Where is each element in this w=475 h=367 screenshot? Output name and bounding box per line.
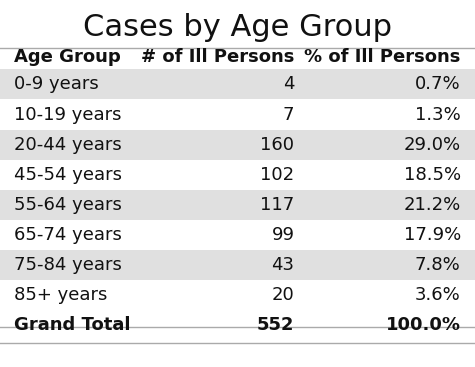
Text: 20-44 years: 20-44 years [14, 135, 122, 154]
Text: 99: 99 [272, 226, 294, 244]
Text: 7.8%: 7.8% [415, 256, 461, 274]
Text: 3.6%: 3.6% [415, 286, 461, 304]
Text: 21.2%: 21.2% [403, 196, 461, 214]
Text: 0-9 years: 0-9 years [14, 75, 99, 94]
Text: 1.3%: 1.3% [415, 105, 461, 124]
Text: 20: 20 [272, 286, 294, 304]
FancyBboxPatch shape [0, 69, 475, 99]
Text: 160: 160 [260, 135, 294, 154]
Text: 117: 117 [260, 196, 294, 214]
Text: Age Group: Age Group [14, 48, 121, 66]
Text: 43: 43 [272, 256, 294, 274]
Text: 7: 7 [283, 105, 294, 124]
FancyBboxPatch shape [0, 190, 475, 220]
Text: % of Ill Persons: % of Ill Persons [304, 48, 461, 66]
Text: 45-54 years: 45-54 years [14, 166, 122, 184]
Text: 100.0%: 100.0% [386, 316, 461, 334]
Text: 18.5%: 18.5% [404, 166, 461, 184]
Text: # of Ill Persons: # of Ill Persons [141, 48, 294, 66]
Text: 85+ years: 85+ years [14, 286, 108, 304]
FancyBboxPatch shape [0, 130, 475, 160]
FancyBboxPatch shape [0, 250, 475, 280]
Text: 75-84 years: 75-84 years [14, 256, 122, 274]
Text: Grand Total: Grand Total [14, 316, 131, 334]
Text: 552: 552 [257, 316, 294, 334]
Text: 29.0%: 29.0% [404, 135, 461, 154]
Text: 4: 4 [283, 75, 294, 94]
Text: 17.9%: 17.9% [403, 226, 461, 244]
Text: 65-74 years: 65-74 years [14, 226, 122, 244]
Text: 0.7%: 0.7% [415, 75, 461, 94]
Text: 55-64 years: 55-64 years [14, 196, 122, 214]
Text: 10-19 years: 10-19 years [14, 105, 122, 124]
Text: Cases by Age Group: Cases by Age Group [83, 13, 392, 42]
Text: 102: 102 [260, 166, 294, 184]
